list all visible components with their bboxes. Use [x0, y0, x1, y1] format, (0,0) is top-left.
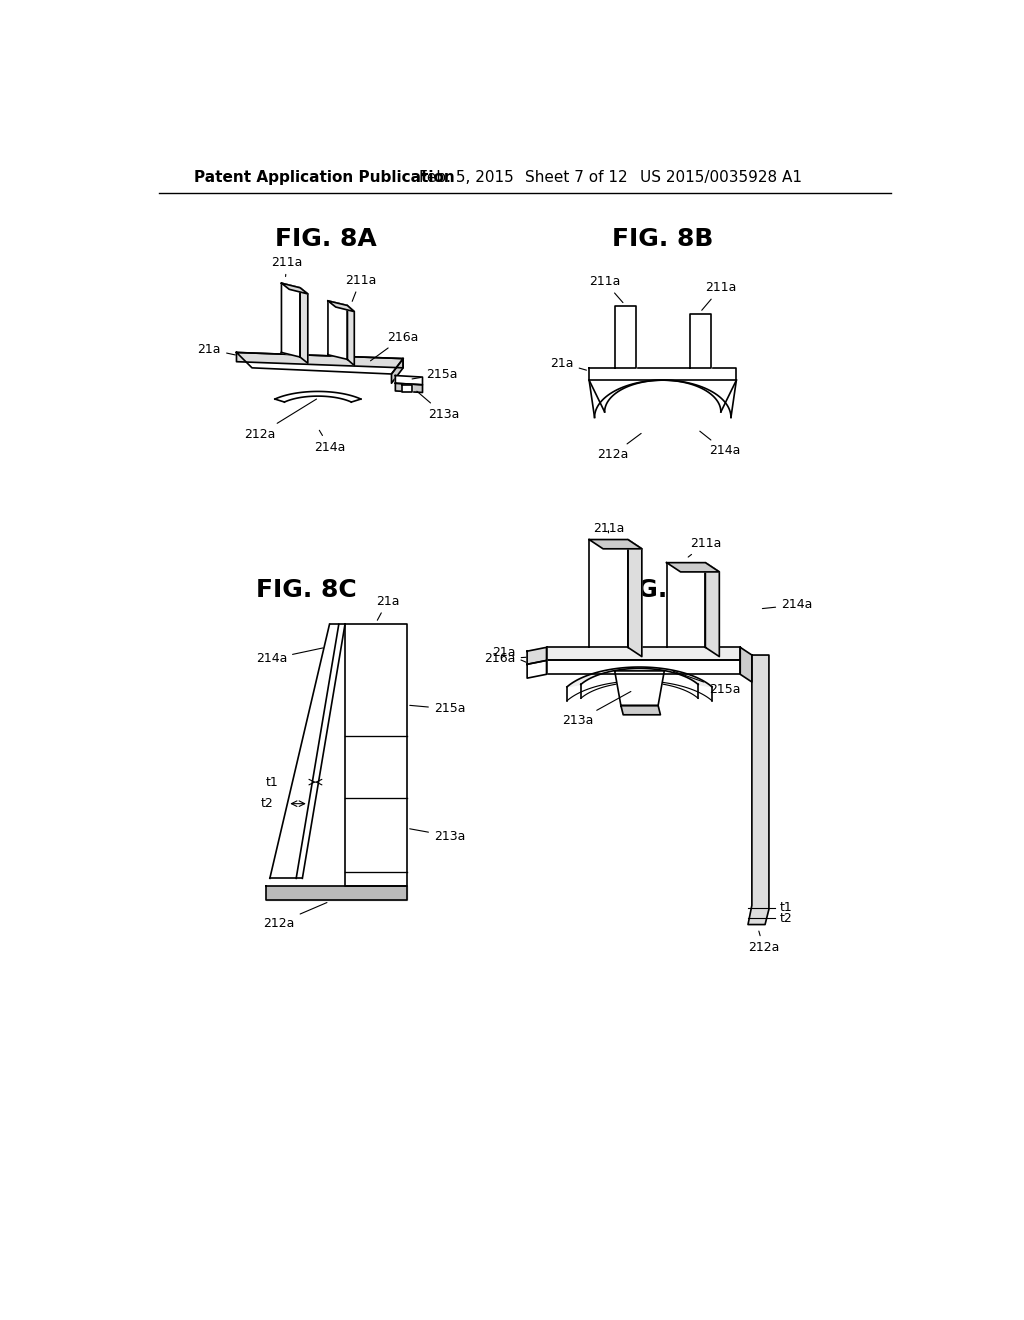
- Text: 21a: 21a: [198, 343, 236, 356]
- Text: US 2015/0035928 A1: US 2015/0035928 A1: [640, 170, 802, 185]
- Text: 214a: 214a: [256, 648, 323, 665]
- Polygon shape: [274, 392, 360, 403]
- Text: t2: t2: [261, 797, 273, 810]
- Text: 211a: 211a: [701, 281, 736, 310]
- Polygon shape: [401, 385, 413, 392]
- Polygon shape: [621, 705, 660, 714]
- Polygon shape: [614, 306, 636, 368]
- Text: 214a: 214a: [763, 598, 812, 611]
- Text: 21a: 21a: [550, 356, 587, 370]
- Text: 211a: 211a: [589, 275, 623, 302]
- Text: 214a: 214a: [699, 432, 740, 458]
- Text: 215a: 215a: [673, 671, 740, 696]
- Text: 216a: 216a: [371, 330, 419, 360]
- Polygon shape: [282, 284, 308, 294]
- Polygon shape: [589, 540, 642, 549]
- Polygon shape: [667, 562, 719, 572]
- Text: 214a: 214a: [313, 430, 345, 454]
- Text: FIG. 8C: FIG. 8C: [256, 578, 356, 602]
- Text: 212a: 212a: [748, 931, 779, 954]
- Polygon shape: [347, 305, 354, 366]
- Text: t1: t1: [779, 902, 793, 915]
- Polygon shape: [328, 301, 354, 312]
- Polygon shape: [345, 624, 407, 886]
- Text: FIG. 8D: FIG. 8D: [611, 578, 715, 602]
- Polygon shape: [667, 562, 706, 647]
- Text: t2: t2: [779, 912, 793, 925]
- Text: 211a: 211a: [593, 521, 625, 535]
- Polygon shape: [282, 284, 300, 358]
- Text: 216a: 216a: [484, 652, 535, 665]
- Text: 213a: 213a: [562, 692, 631, 727]
- Polygon shape: [527, 647, 547, 664]
- Polygon shape: [614, 671, 665, 705]
- Polygon shape: [748, 655, 769, 924]
- Polygon shape: [740, 647, 752, 682]
- Polygon shape: [395, 376, 423, 385]
- Polygon shape: [395, 383, 423, 392]
- Polygon shape: [690, 314, 711, 368]
- Text: 21a: 21a: [493, 647, 528, 663]
- Text: FIG. 8B: FIG. 8B: [612, 227, 714, 251]
- Polygon shape: [266, 886, 407, 900]
- Text: 213a: 213a: [410, 829, 465, 842]
- Polygon shape: [567, 667, 712, 686]
- Text: 212a: 212a: [597, 433, 641, 462]
- Text: 213a: 213a: [417, 391, 459, 421]
- Text: FIG. 8A: FIG. 8A: [274, 227, 377, 251]
- Polygon shape: [391, 359, 403, 383]
- Text: Sheet 7 of 12: Sheet 7 of 12: [524, 170, 628, 185]
- Polygon shape: [527, 660, 547, 678]
- Text: t1: t1: [266, 776, 279, 788]
- Text: Patent Application Publication: Patent Application Publication: [194, 170, 455, 185]
- Text: 212a: 212a: [244, 399, 316, 441]
- Text: 211a: 211a: [271, 256, 302, 276]
- Polygon shape: [589, 540, 628, 647]
- Text: 215a: 215a: [412, 367, 458, 380]
- Polygon shape: [547, 647, 740, 660]
- Polygon shape: [328, 301, 347, 359]
- Polygon shape: [300, 288, 308, 363]
- Text: Feb. 5, 2015: Feb. 5, 2015: [419, 170, 513, 185]
- Text: 212a: 212a: [263, 903, 327, 929]
- Polygon shape: [706, 562, 719, 656]
- Text: 211a: 211a: [688, 537, 721, 557]
- Polygon shape: [237, 352, 403, 374]
- Polygon shape: [547, 660, 740, 675]
- Text: 215a: 215a: [410, 702, 465, 715]
- Polygon shape: [628, 540, 642, 656]
- Polygon shape: [589, 368, 736, 380]
- Text: 211a: 211a: [345, 273, 376, 301]
- Polygon shape: [237, 352, 403, 368]
- Text: 21a: 21a: [376, 594, 399, 620]
